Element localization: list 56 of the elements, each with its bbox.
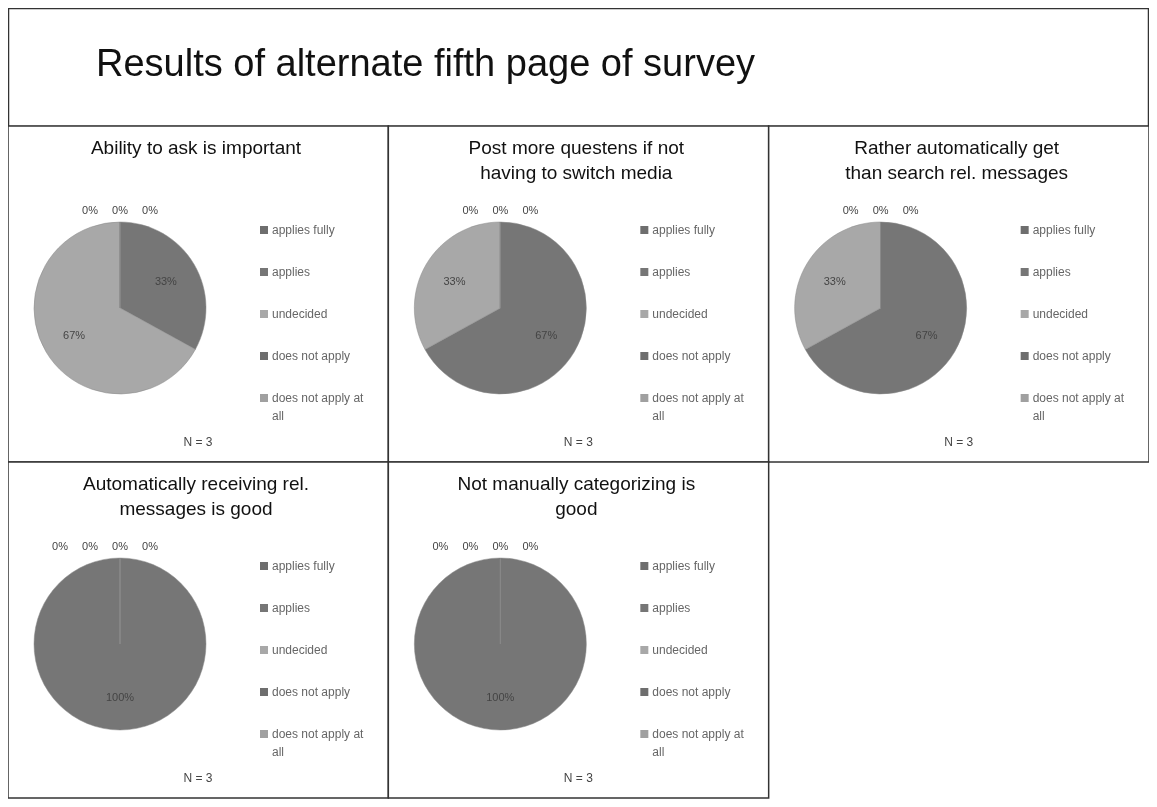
text: 0% [82, 204, 98, 216]
text: 0% [82, 540, 98, 552]
text: 0% [872, 204, 889, 216]
legend-label: applies [1032, 265, 1071, 279]
text: 0% [52, 540, 68, 552]
text: N = 3 [183, 435, 213, 449]
text: 0% [462, 204, 479, 216]
legend-label: applies [272, 601, 311, 615]
text: 0% [492, 204, 509, 216]
legend-label: undecided [1032, 307, 1089, 321]
legend-label: applies fully [272, 559, 335, 573]
text: 0% [112, 540, 128, 552]
text: 0% [522, 540, 539, 552]
legend-label: does not apply at all [272, 727, 365, 759]
legend-label: does not apply at all [272, 391, 365, 423]
legend-label: does not apply [652, 349, 731, 363]
legend-label: does not apply at all [1032, 391, 1125, 423]
text: 0% [842, 204, 859, 216]
legend-label: applies fully [1032, 223, 1096, 237]
legend-label: applies fully [272, 223, 335, 237]
text: 0% [142, 204, 158, 216]
legend-label: applies fully [652, 223, 716, 237]
legend-label: applies [652, 265, 691, 279]
legend-label: does not apply [652, 685, 731, 699]
legend-label: does not apply [1032, 349, 1111, 363]
legend-label: applies fully [652, 559, 716, 573]
legend-label: applies [652, 601, 691, 615]
data-label: 33% [443, 274, 466, 287]
legend-label: undecided [272, 643, 328, 657]
legend-label: undecided [652, 643, 708, 657]
chart-title: Not manually categorizing is good [457, 473, 696, 519]
text: 0% [492, 540, 509, 552]
data-label: 67% [63, 329, 86, 342]
text: 0% [432, 540, 449, 552]
text: N = 3 [944, 435, 974, 449]
legend-label: does not apply at all [652, 727, 745, 759]
text: N = 3 [183, 771, 213, 785]
chart-title: Post more questens if not having to switch media [468, 137, 685, 183]
legend-label: undecided [272, 307, 328, 321]
text: 0% [522, 204, 539, 216]
chart-title: Automatically receiving rel. messages is good [83, 473, 309, 519]
text: N = 3 [563, 771, 594, 785]
legend-label: does not apply at all [652, 391, 745, 423]
data-label: 33% [823, 274, 846, 287]
text: Results of alternate fifth page of survey [96, 42, 756, 84]
legend-label: applies [272, 265, 311, 279]
chart-title: Rather automatically get than search rel. messages [845, 137, 1069, 183]
text: 0% [462, 540, 479, 552]
legend-label: does not apply [272, 349, 351, 363]
legend-label: undecided [652, 307, 708, 321]
text: 0% [112, 204, 128, 216]
chart-title: Ability to ask is important [90, 137, 302, 158]
text: 0% [902, 204, 919, 216]
text: N = 3 [563, 435, 594, 449]
text: 0% [142, 540, 158, 552]
legend-label: does not apply [272, 685, 351, 699]
